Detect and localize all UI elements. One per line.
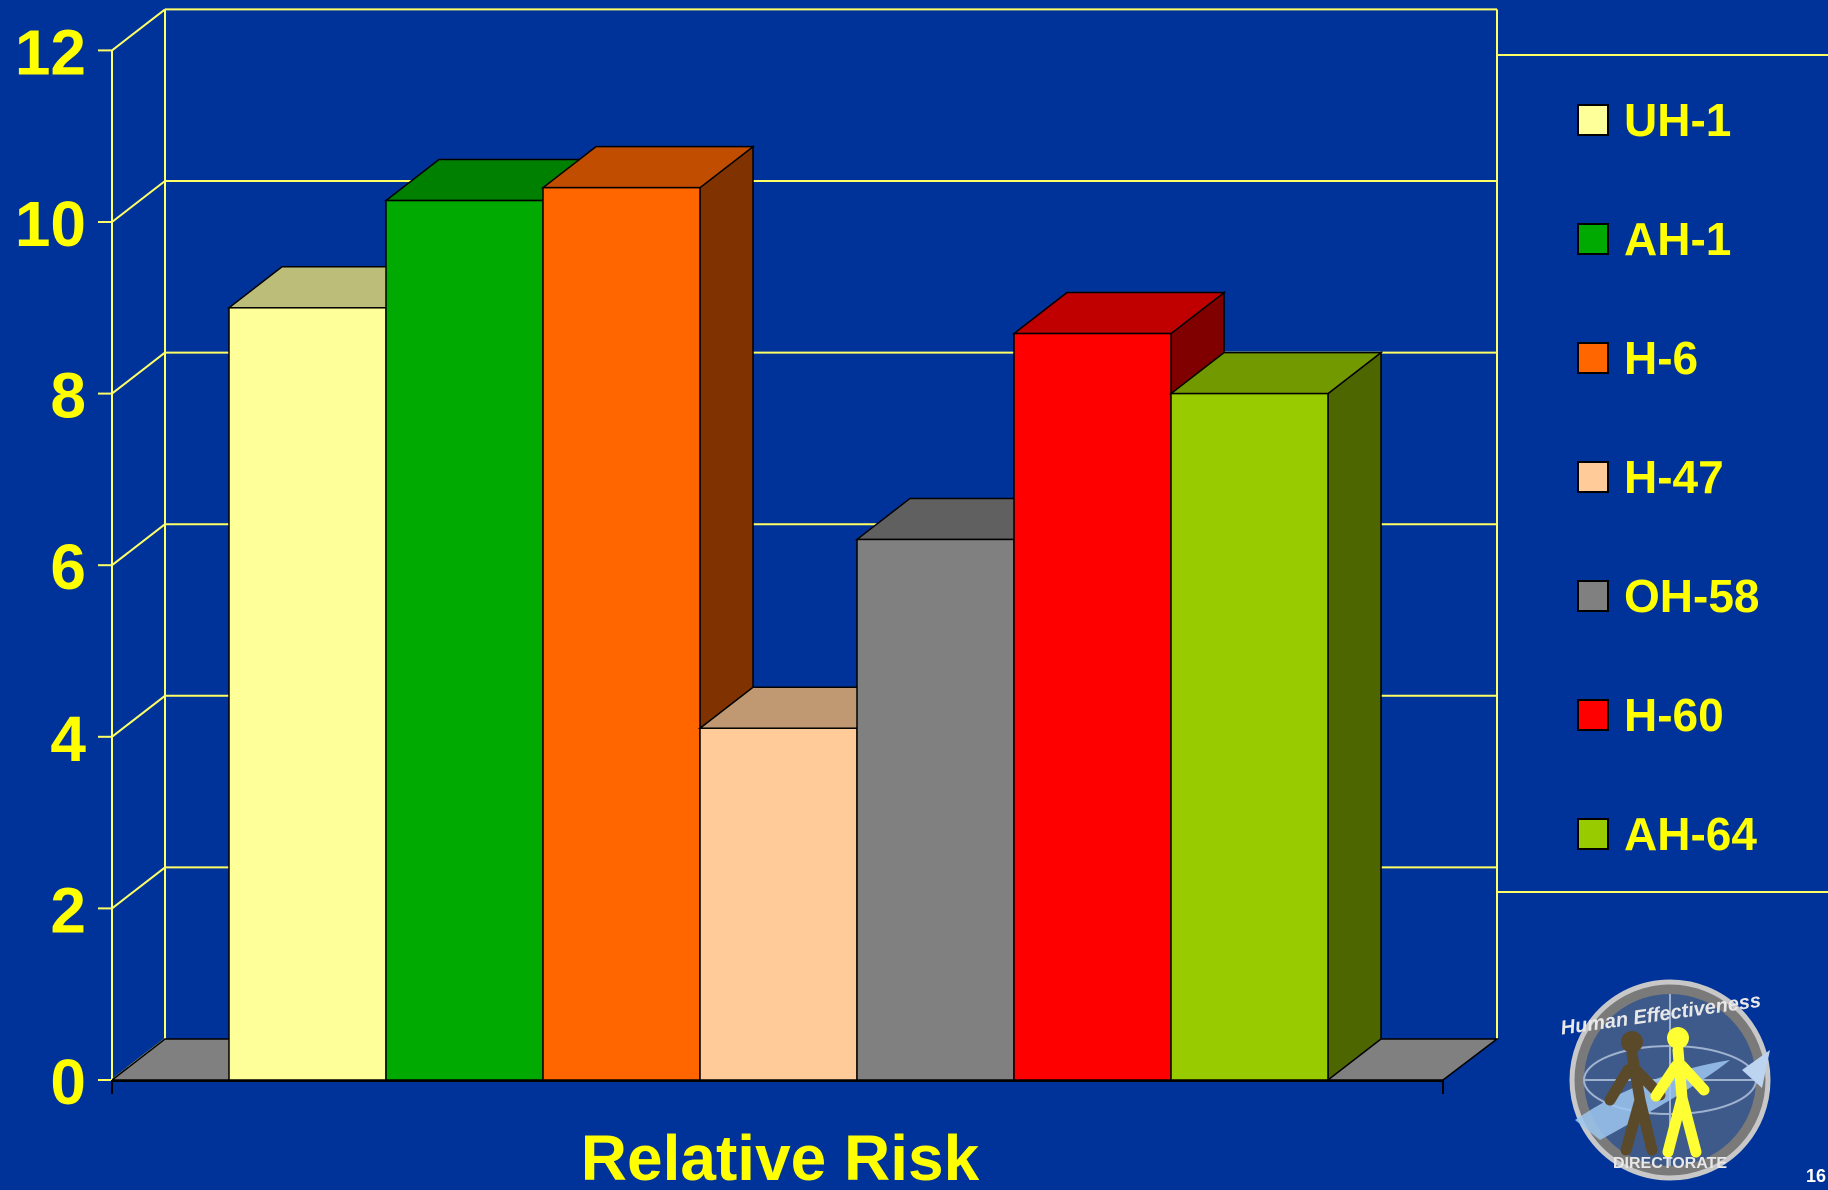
- legend-item-uh-1: UH-1: [1577, 94, 1731, 146]
- legend-swatch: [1577, 818, 1609, 850]
- bar-front-face: [542, 186, 701, 1081]
- side-wall-gridline: [111, 523, 166, 566]
- page-number: 16: [1806, 1166, 1826, 1186]
- y-tick-label: 8: [50, 360, 86, 432]
- legend-label: AH-64: [1624, 808, 1757, 860]
- bar-front-face: [385, 199, 544, 1081]
- side-wall-gridline: [111, 8, 166, 52]
- chart-bars: [226, 145, 1384, 1082]
- side-wall-gridline: [111, 866, 166, 910]
- legend-swatch: [1577, 342, 1609, 374]
- legend-swatch: [1577, 699, 1609, 731]
- legend-label: OH-58: [1624, 570, 1759, 622]
- directorate-logo: Human Effectiveness DIRECTORATE: [1559, 979, 1771, 1181]
- bar-side-face: [1327, 351, 1382, 1082]
- legend-item-h-60: H-60: [1577, 689, 1724, 741]
- bar-front-face: [1013, 332, 1172, 1081]
- legend-label: UH-1: [1624, 94, 1731, 146]
- side-wall-gridline: [111, 695, 166, 738]
- legend-label: H-6: [1624, 332, 1698, 384]
- bar-front-face: [856, 538, 1015, 1081]
- bar-front-face: [228, 307, 387, 1081]
- chart-legend: UH-1 AH-1 H-6 H-47 OH-58 H-60 AH-64: [1498, 54, 1828, 893]
- legend-item-h-6: H-6: [1577, 332, 1698, 384]
- y-tick-label: 6: [50, 531, 86, 603]
- side-wall-gridline: [111, 180, 166, 223]
- legend-item-h-47: H-47: [1577, 451, 1724, 503]
- legend-item-oh-58: OH-58: [1577, 570, 1759, 622]
- y-tick-label: 4: [50, 703, 86, 775]
- logo-text-bottom: DIRECTORATE: [1613, 1155, 1727, 1172]
- y-axis: 0 2 4 6 8 10 12: [15, 16, 1444, 1118]
- legend-label: H-47: [1624, 451, 1724, 503]
- legend-item-ah-64: AH-64: [1577, 808, 1757, 860]
- legend-swatch: [1577, 104, 1609, 136]
- bar-front-face: [1170, 392, 1329, 1081]
- legend-swatch: [1577, 223, 1609, 255]
- y-tick-label: 0: [50, 1046, 86, 1118]
- bar-ah-64: [1168, 351, 1384, 1082]
- side-wall-gridline: [111, 351, 166, 395]
- y-tick-label: 2: [50, 874, 86, 946]
- legend-label: AH-1: [1624, 213, 1731, 265]
- legend-item-ah-1: AH-1: [1577, 213, 1731, 265]
- legend-swatch: [1577, 461, 1609, 493]
- y-tick-label: 10: [15, 188, 86, 260]
- bar-front-face: [699, 727, 858, 1081]
- x-axis-title: Relative Risk: [581, 1122, 980, 1190]
- y-tick-label: 12: [15, 16, 86, 88]
- legend-label: H-60: [1624, 689, 1724, 741]
- legend-swatch: [1577, 580, 1609, 612]
